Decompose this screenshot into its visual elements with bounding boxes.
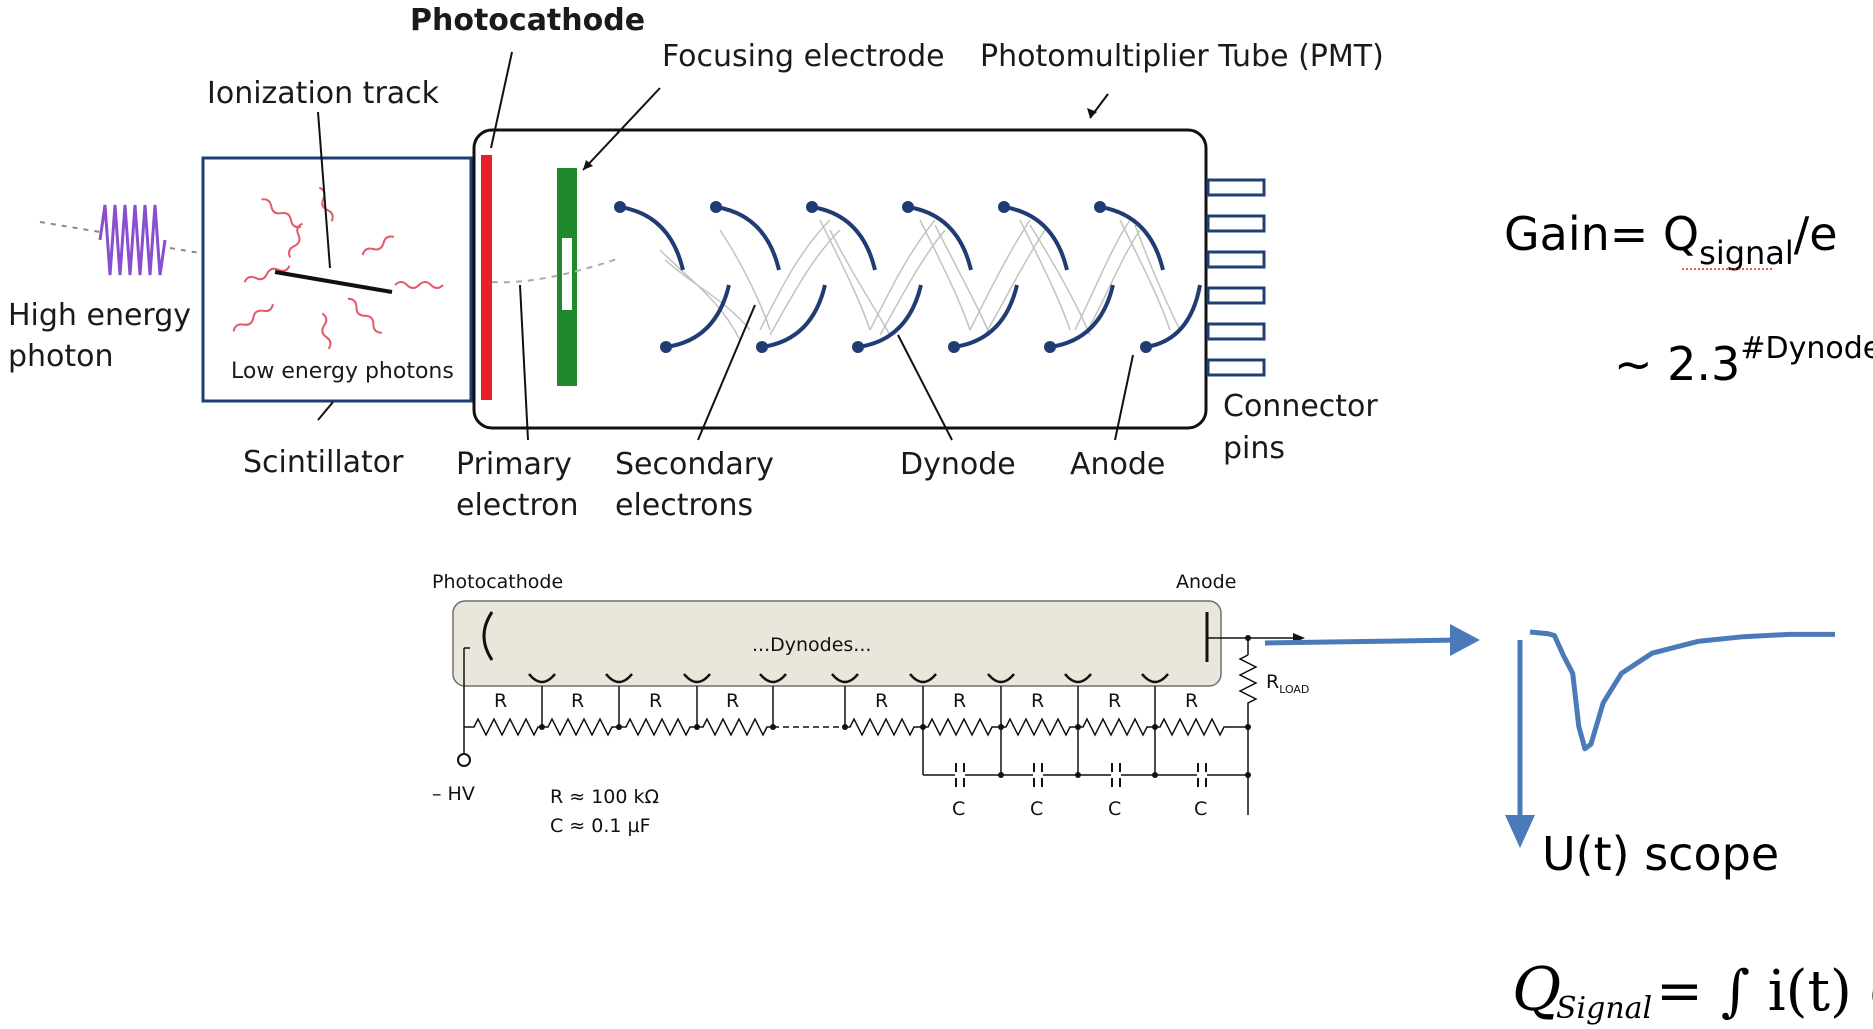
scintillator-box	[201, 156, 473, 403]
focus-arrowhead	[583, 160, 593, 170]
leader-lines	[317, 51, 1134, 441]
ionization-track-line	[274, 270, 393, 294]
label-dynode: Dynode	[900, 447, 1016, 482]
label-primary-line1: Primary	[456, 447, 572, 482]
label-primary-line2: electron	[456, 488, 579, 523]
label-ionization-track: Ionization track	[207, 76, 440, 111]
circuit-nodes	[539, 724, 1251, 778]
dynode-3	[715, 205, 781, 271]
capacitor-label-3: C	[1108, 798, 1121, 820]
label-connector-line2: pins	[1223, 431, 1285, 466]
capacitor-label-2: C	[1030, 798, 1043, 820]
pmt-arrowhead	[1087, 108, 1097, 118]
dynode-5	[811, 205, 877, 271]
hv-terminal	[457, 753, 471, 767]
photocathode-bar	[481, 155, 492, 400]
anode-curve	[1145, 284, 1202, 349]
low-energy-photons	[232, 186, 444, 350]
dynode-11	[1099, 205, 1165, 271]
scope-label: U(t) scope	[1542, 827, 1779, 881]
signal-arrow-head	[1450, 624, 1480, 656]
signal-arrow-line	[1264, 637, 1461, 646]
circuit-photocathode-label: Photocathode	[432, 571, 563, 593]
divider-circuit: Photocathode Anode ...Dynodes...	[432, 571, 1309, 837]
c-value-label: C ≈ 0.1 µF	[550, 815, 651, 837]
label-connector-line1: Connector	[1223, 389, 1378, 424]
resistor-label-3: R	[649, 690, 662, 712]
capacitor-label-4: C	[1194, 798, 1207, 820]
circuit-tube	[452, 600, 1222, 687]
connector-pins	[1206, 178, 1266, 377]
dynode-8	[953, 284, 1019, 349]
label-focusing-electrode: Focusing electrode	[662, 39, 945, 74]
label-high-energy-line2: photon	[8, 339, 114, 374]
dynode-4	[761, 284, 827, 349]
label-photocathode: Photocathode	[410, 3, 645, 38]
dynodes-top	[619, 205, 1165, 271]
circuit-anode-label: Anode	[1176, 571, 1236, 593]
rload-label: RLOAD	[1266, 671, 1309, 696]
q-subscript: Signal	[1556, 991, 1652, 1026]
resistor-ladder	[463, 638, 1258, 815]
circuit-dynode-cups	[528, 673, 1169, 684]
resistor-label-8: R	[1108, 690, 1121, 712]
label-secondary-line1: Secondary	[615, 447, 774, 482]
dynode-2	[665, 284, 731, 349]
dynode-6	[857, 284, 923, 349]
label-pmt: Photomultiplier Tube (PMT)	[980, 39, 1384, 74]
dynode-9	[1003, 205, 1069, 271]
resistor-label-4: R	[726, 690, 739, 712]
scope-arrow-head	[1505, 815, 1535, 848]
resistor-label-9: R	[1185, 690, 1198, 712]
r-value-label: R ≈ 100 kΩ	[550, 786, 659, 808]
equations-panel: Gain= Qsignal/e ~ 2.3#Dynodes U(t) scope…	[1264, 207, 1873, 1026]
gain-approx: ~ 2.3#Dynodes	[1614, 331, 1873, 391]
secondary-electron-shower	[659, 219, 1181, 341]
dynode-10	[1049, 284, 1115, 349]
pmt-signal-trace	[1529, 629, 1835, 752]
label-scintillator: Scintillator	[243, 445, 404, 480]
resistor-label-7: R	[1031, 690, 1044, 712]
resistor-label-5: R	[875, 690, 888, 712]
dynode-1	[619, 205, 685, 271]
dynode-dots	[614, 201, 1152, 353]
circuit-cathode-arc	[482, 611, 494, 661]
label-high-energy-line1: High energy	[8, 298, 191, 333]
q-integral: = ∫ i(t) dt	[1656, 959, 1873, 1024]
circuit-dynodes-label: ...Dynodes...	[752, 634, 871, 656]
primary-electron-path	[491, 257, 621, 284]
photon-path-in	[39, 221, 101, 233]
dynodes-bottom	[665, 284, 1202, 349]
pmt-diagram: Photocathode Ionization track Focusing e…	[8, 3, 1384, 523]
label-secondary-line2: electrons	[615, 488, 753, 523]
high-energy-photon-coil-icon	[98, 204, 167, 276]
charge-integral-equation: Q Signal = ∫ i(t) dt	[1512, 955, 1873, 1026]
label-low-energy-photons: Low energy photons	[231, 359, 454, 384]
gain-equation: Gain= Qsignal/e	[1504, 207, 1838, 272]
label-anode: Anode	[1070, 447, 1165, 482]
resistor-label-6: R	[953, 690, 966, 712]
resistor-label-2: R	[571, 690, 584, 712]
q-symbol: Q	[1512, 955, 1561, 1025]
resistor-label-1: R	[494, 690, 507, 712]
pmt-envelope	[472, 128, 1208, 430]
hv-label: – HV	[432, 783, 475, 805]
dynode-7	[907, 205, 973, 271]
capacitor-label-1: C	[952, 798, 965, 820]
